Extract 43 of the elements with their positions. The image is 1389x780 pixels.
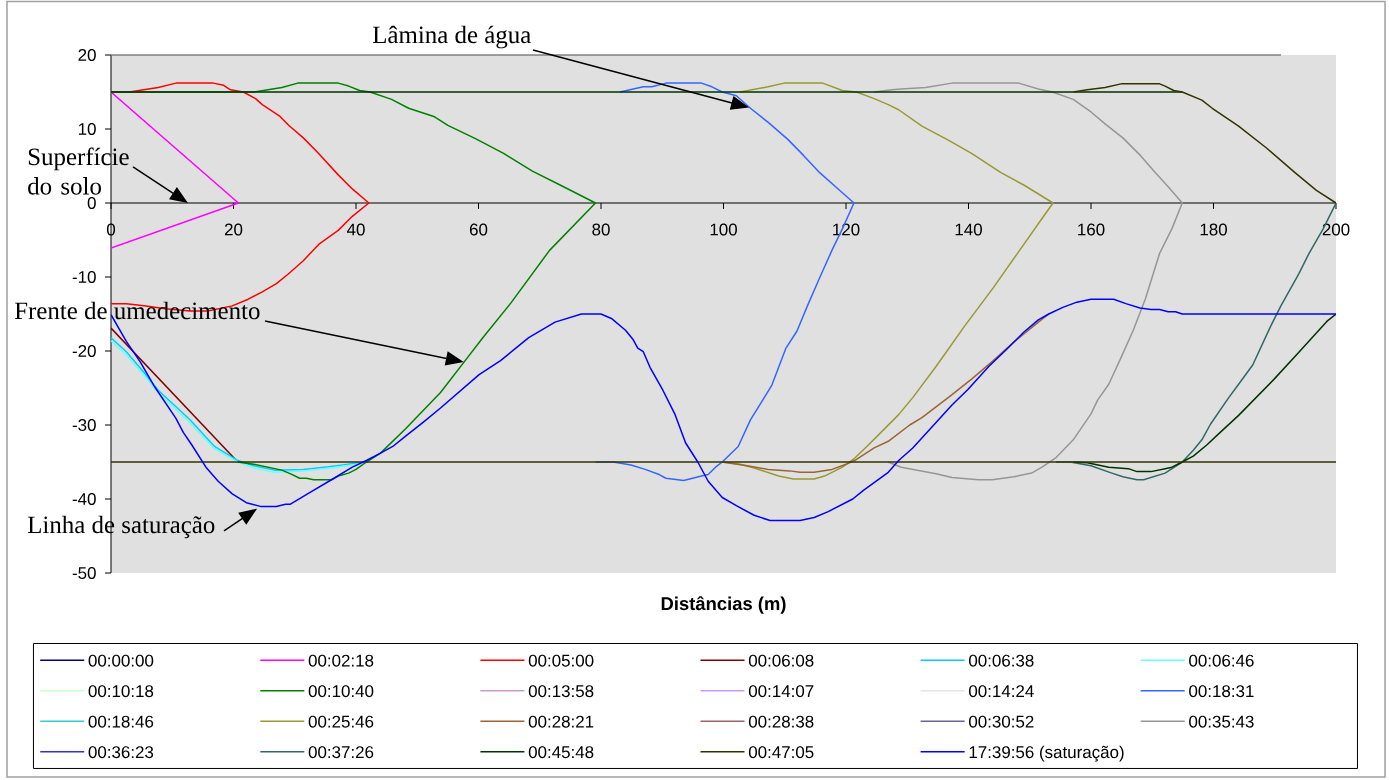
x-tick-label: 100 [710, 223, 737, 236]
legend-label: 00:14:07 [748, 685, 814, 698]
y-tick-label: -10 [72, 271, 96, 283]
legend-label: 00:06:46 [1189, 654, 1254, 667]
y-tick-label: -30 [72, 419, 96, 431]
legend-label: 17:39:56 (saturação) [969, 745, 1124, 762]
y-tick-label: 20 [78, 49, 96, 61]
legend-label: 00:06:08 [748, 654, 814, 667]
y-tick-label: 10 [78, 123, 96, 135]
y-tick-label: -50 [72, 567, 96, 579]
x-tick-label: 200 [1322, 223, 1350, 236]
legend-label: 00:06:38 [969, 654, 1034, 667]
legend-label: 00:45:48 [528, 746, 594, 759]
legend-label: 00:36:23 [88, 746, 154, 759]
x-tick-label: 60 [469, 223, 488, 236]
x-tick-label: 40 [346, 223, 365, 236]
legend-label: 00:14:24 [969, 685, 1034, 698]
y-tick-label: -20 [72, 345, 96, 357]
legend-label: 00:28:38 [748, 715, 814, 728]
text: Lâmina de água [372, 25, 531, 49]
legend-label: 00:30:52 [969, 715, 1034, 728]
legend-label: 00:13:58 [528, 685, 594, 698]
legend-label: 00:18:31 [1189, 685, 1254, 698]
x-axis-title: Distâncias (m) [661, 596, 786, 614]
legend-label: 00:02:18 [308, 654, 374, 667]
legend-label: 00:25:46 [308, 715, 374, 728]
x-tick-label: 160 [1078, 223, 1105, 236]
x-tick-label: 20 [224, 223, 243, 236]
x-tick-label: 80 [592, 223, 610, 236]
legend-label: 00:47:05 [748, 746, 814, 759]
legend-label: 00:37:26 [308, 746, 374, 759]
y-tick-label: 0 [87, 197, 96, 209]
legend-label: 00:05:00 [528, 654, 594, 667]
y-tick-label: -40 [72, 493, 96, 505]
x-tick-label: 140 [955, 223, 982, 236]
legend-label: 00:00:00 [88, 654, 154, 667]
legend-label: 00:10:18 [88, 685, 154, 698]
legend-label: 00:28:21 [528, 715, 594, 728]
x-tick-label: 0 [106, 223, 116, 236]
legend-label: 00:35:43 [1189, 715, 1254, 728]
x-tick-label: 180 [1200, 223, 1227, 236]
legend-label: 00:10:40 [308, 685, 374, 698]
legend-label: 00:18:46 [88, 715, 154, 728]
